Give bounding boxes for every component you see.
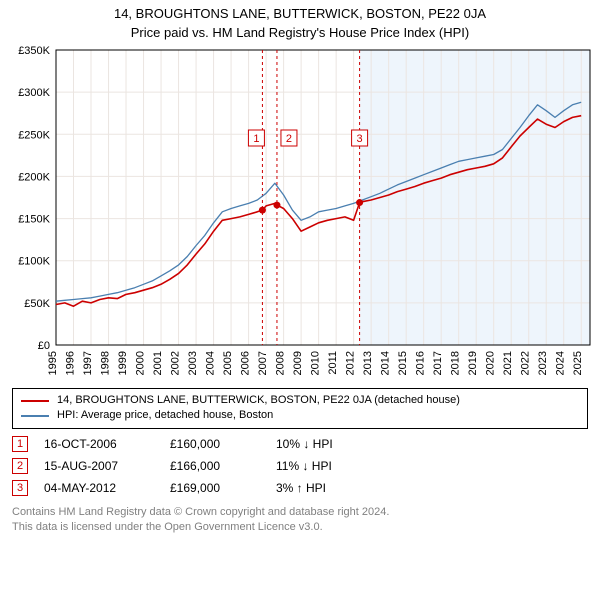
x-tick-label: 2020: [485, 351, 497, 375]
legend-swatch: [21, 415, 49, 417]
title-main: 14, BROUGHTONS LANE, BUTTERWICK, BOSTON,…: [8, 6, 592, 21]
sale-price: £160,000: [170, 437, 260, 451]
x-tick-label: 1998: [100, 351, 112, 375]
legend-label: 14, BROUGHTONS LANE, BUTTERWICK, BOSTON,…: [57, 393, 460, 408]
x-tick-label: 1996: [65, 351, 77, 375]
sale-marker-number: 3: [357, 133, 363, 145]
sale-marker-number: 1: [253, 133, 259, 145]
attribution: Contains HM Land Registry data © Crown c…: [12, 505, 588, 535]
sale-change: 11% ↓ HPI: [276, 459, 386, 473]
legend-row: 14, BROUGHTONS LANE, BUTTERWICK, BOSTON,…: [21, 393, 579, 408]
x-tick-label: 2001: [152, 351, 164, 375]
y-tick-label: £300K: [18, 87, 50, 99]
x-tick-label: 2006: [240, 351, 252, 375]
sale-date: 04-MAY-2012: [44, 481, 154, 495]
x-tick-label: 2025: [572, 351, 584, 375]
legend-label: HPI: Average price, detached house, Bost…: [57, 408, 273, 423]
sale-marker-icon: 2: [12, 458, 28, 474]
sale-marker-number: 2: [286, 133, 292, 145]
x-tick-label: 2008: [275, 351, 287, 375]
sale-marker-dot: [356, 199, 363, 206]
y-tick-label: £350K: [18, 45, 50, 57]
x-tick-label: 2013: [362, 351, 374, 375]
sale-change: 10% ↓ HPI: [276, 437, 386, 451]
x-tick-label: 2023: [537, 351, 549, 375]
attribution-line: Contains HM Land Registry data © Crown c…: [12, 505, 588, 520]
sale-date: 16-OCT-2006: [44, 437, 154, 451]
shaded-region: [359, 50, 590, 345]
attribution-line: This data is licensed under the Open Gov…: [12, 520, 588, 535]
y-tick-label: £100K: [18, 256, 50, 268]
sale-change: 3% ↑ HPI: [276, 481, 386, 495]
x-tick-label: 2016: [415, 351, 427, 375]
x-tick-label: 2009: [292, 351, 304, 375]
x-tick-label: 2003: [187, 351, 199, 375]
sale-row: 2 15-AUG-2007 £166,000 11% ↓ HPI: [12, 455, 588, 477]
x-tick-label: 2014: [380, 351, 392, 375]
sale-price: £166,000: [170, 459, 260, 473]
x-tick-label: 2011: [327, 351, 339, 375]
y-tick-label: £50K: [24, 298, 50, 310]
x-tick-label: 2018: [450, 351, 462, 375]
x-tick-label: 2000: [135, 351, 147, 375]
x-tick-label: 2007: [257, 351, 269, 375]
legend-swatch: [21, 400, 49, 402]
legend-row: HPI: Average price, detached house, Bost…: [21, 408, 579, 423]
sale-marker-icon: 1: [12, 436, 28, 452]
x-tick-label: 2022: [520, 351, 532, 375]
legend: 14, BROUGHTONS LANE, BUTTERWICK, BOSTON,…: [12, 388, 588, 429]
sales-list: 1 16-OCT-2006 £160,000 10% ↓ HPI 2 15-AUG-200…: [12, 433, 588, 499]
sale-row: 1 16-OCT-2006 £160,000 10% ↓ HPI: [12, 433, 588, 455]
y-tick-label: £200K: [18, 171, 50, 183]
x-tick-label: 2005: [222, 351, 234, 375]
sale-marker-icon: 3: [12, 480, 28, 496]
chart-area: £0 £50K £100K £150K £200K £250K £300K £350K 1995…: [0, 42, 600, 382]
sale-date: 15-AUG-2007: [44, 459, 154, 473]
x-tick-label: 2017: [432, 351, 444, 375]
x-tick-label: 2015: [397, 351, 409, 375]
line-chart-svg: £0 £50K £100K £150K £200K £250K £300K £350K 1995…: [0, 42, 600, 382]
x-tick-label: 1995: [47, 351, 59, 375]
x-tick-label: 2019: [467, 351, 479, 375]
x-tick-label: 2021: [502, 351, 514, 375]
figure-container: 14, BROUGHTONS LANE, BUTTERWICK, BOSTON,…: [0, 0, 600, 534]
sale-marker-dot: [259, 207, 266, 214]
x-tick-label: 2012: [345, 351, 357, 375]
x-tick-label: 2024: [555, 351, 567, 375]
x-tick-label: 2002: [170, 351, 182, 375]
y-tick-label: £250K: [18, 129, 50, 141]
sale-marker-dot: [273, 202, 280, 209]
x-tick-label: 2010: [310, 351, 322, 375]
titles: 14, BROUGHTONS LANE, BUTTERWICK, BOSTON,…: [0, 0, 600, 42]
y-tick-label: £0: [38, 340, 50, 352]
sale-row: 3 04-MAY-2012 £169,000 3% ↑ HPI: [12, 477, 588, 499]
x-tick-label: 1997: [82, 351, 94, 375]
x-tick-label: 1999: [117, 351, 129, 375]
title-sub: Price paid vs. HM Land Registry's House …: [8, 25, 592, 40]
y-tick-label: £150K: [18, 214, 50, 226]
x-tick-label: 2004: [205, 351, 217, 375]
sale-price: £169,000: [170, 481, 260, 495]
